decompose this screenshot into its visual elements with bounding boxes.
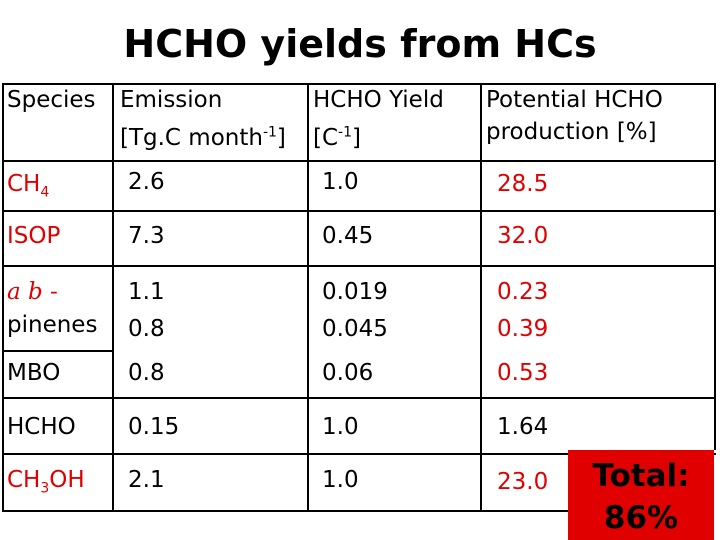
header-cell: Potential HCHO [486, 87, 663, 113]
header-unit-text: ] [276, 125, 286, 151]
yield-cell: 0.06 [322, 360, 374, 386]
species-text: CH [7, 467, 41, 493]
emission-cell: 2.1 [128, 467, 165, 493]
species-cell: MBO [7, 360, 61, 386]
total-value: 86% [603, 500, 679, 536]
row-line [2, 453, 716, 455]
column-line [112, 83, 114, 512]
subscript: 3 [40, 480, 50, 497]
total-box: Total: 86% [568, 450, 714, 540]
header-cell: Species [7, 87, 96, 113]
row-line [2, 160, 716, 162]
species-cell: ISOP [7, 223, 61, 249]
species-text: OH [49, 467, 85, 493]
yield-cell: 1.0 [322, 169, 359, 195]
potential-cell: 1.64 [497, 414, 549, 440]
yield-cell: 1.0 [322, 467, 359, 493]
species-cell: CH3OH [7, 466, 85, 497]
header-unit-text: [C [313, 125, 339, 151]
species-cell: HCHO [7, 414, 76, 440]
emission-cell: 0.8 [128, 360, 165, 386]
emission-cell: 1.1 [128, 279, 165, 305]
species-text: CH [7, 171, 41, 197]
species-cell: CH4 [7, 170, 50, 201]
column-line [307, 83, 309, 512]
row-line [2, 265, 716, 267]
superscript: -1 [262, 124, 277, 141]
row-line [2, 350, 112, 352]
yield-cell: 0.45 [322, 223, 374, 249]
superscript: -1 [338, 124, 353, 141]
species-cell: pinenes [7, 312, 98, 338]
potential-cell: 28.5 [497, 171, 549, 197]
row-line [2, 397, 716, 399]
yield-cell: 1.0 [322, 414, 359, 440]
potential-cell: 0.23 [497, 279, 549, 305]
column-line [480, 83, 482, 512]
table-border [714, 83, 716, 450]
subscript: 4 [40, 184, 50, 201]
slide-title: HCHO yields from HCs [123, 22, 597, 66]
species-cell: a b - [7, 279, 58, 305]
potential-cell: 32.0 [497, 223, 549, 249]
potential-cell: 0.53 [497, 360, 549, 386]
yield-cell: 0.019 [322, 279, 388, 305]
potential-cell: 23.0 [497, 469, 549, 495]
potential-cell: 0.39 [497, 316, 549, 342]
emission-cell: 0.15 [128, 414, 180, 440]
header-unit: [Tg.C month-1] [120, 124, 286, 152]
table-border [2, 83, 716, 85]
yield-cell: 0.045 [322, 316, 388, 342]
emission-cell: 2.6 [128, 169, 165, 195]
emission-cell: 7.3 [128, 223, 165, 249]
row-line [2, 210, 716, 212]
header-unit-text: [Tg.C month [120, 125, 263, 151]
total-label: Total: [592, 458, 690, 494]
table-border [2, 83, 4, 512]
header-cell: HCHO Yield [313, 87, 444, 113]
header-cell: Emission [120, 87, 223, 113]
emission-cell: 0.8 [128, 316, 165, 342]
table-border [2, 510, 568, 512]
header-unit: production [%] [486, 119, 657, 145]
header-unit-text: ] [352, 125, 361, 151]
header-unit: [C-1] [313, 124, 361, 152]
